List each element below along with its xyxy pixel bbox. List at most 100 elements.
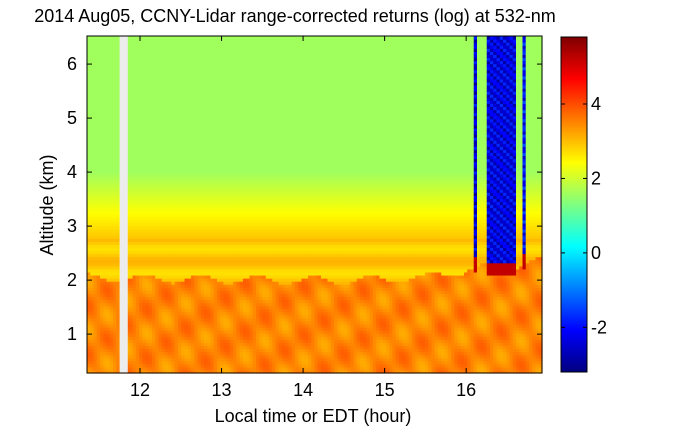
heatmap-cell [109, 81, 114, 86]
heatmap-cell [103, 271, 108, 276]
heatmap-cell [90, 91, 95, 95]
heatmap-cell [87, 229, 91, 233]
heatmap-cell [87, 256, 91, 261]
heatmap-cell [93, 330, 98, 334]
heatmap-cell [96, 308, 101, 313]
heatmap-cell [100, 134, 104, 138]
heatmap-cell [93, 354, 98, 359]
heatmap-cell [103, 281, 108, 285]
heatmap-cell [100, 176, 104, 181]
heatmap-cell [106, 170, 111, 175]
heatmap-cell [87, 354, 91, 359]
heatmap-cell [87, 75, 91, 80]
heatmap-cell [106, 51, 111, 55]
heatmap-cell [96, 60, 101, 65]
heatmap-cell [109, 69, 114, 74]
heatmap-cell [100, 287, 104, 291]
heatmap-cell [109, 100, 114, 104]
heatmap-cell [109, 204, 114, 209]
heatmap-cell [106, 229, 111, 233]
heatmap-cell [96, 57, 101, 62]
heatmap-cell [93, 317, 98, 322]
heatmap-cell [103, 127, 108, 132]
heatmap-cell [106, 158, 111, 163]
heatmap-cell [96, 198, 101, 203]
heatmap-cell [96, 357, 101, 362]
heatmap-cell [103, 207, 108, 212]
heatmap-cell [109, 219, 114, 224]
heatmap-cell [106, 336, 111, 340]
heatmap-cell [87, 173, 91, 178]
heatmap-cell [100, 311, 104, 316]
heatmap-cell [87, 262, 91, 267]
heatmap-cell [103, 91, 108, 95]
heatmap-cell [87, 140, 91, 144]
heatmap-cell [90, 57, 95, 62]
heatmap-cell [87, 158, 91, 163]
heatmap-cell [93, 158, 98, 163]
heatmap-cell [103, 225, 108, 230]
heatmap-cell [100, 63, 104, 68]
heatmap-cell [100, 222, 104, 227]
heatmap-cell [87, 201, 91, 206]
heatmap-cell [93, 176, 98, 181]
heatmap-cell [103, 317, 108, 322]
heatmap-cell [93, 333, 98, 337]
heatmap-cell [100, 244, 104, 248]
heatmap-cell [100, 94, 104, 98]
heatmap-cell [109, 85, 114, 89]
heatmap-cell [96, 201, 101, 206]
heatmap-cell [100, 158, 104, 163]
heatmap-cell [100, 299, 104, 304]
heatmap-cell [103, 302, 108, 307]
heatmap-cell [100, 88, 104, 92]
heatmap-cell [103, 198, 108, 203]
heatmap-cell [90, 130, 95, 135]
heatmap-cell [109, 216, 114, 221]
heatmap-cell [109, 305, 114, 310]
heatmap-cell [109, 146, 114, 150]
heatmap-cell [109, 232, 114, 236]
heatmap-cell [90, 167, 95, 172]
heatmap-cell [106, 265, 111, 270]
heatmap-cell [106, 176, 111, 181]
heatmap-cell [93, 262, 98, 267]
heatmap-cell [90, 85, 95, 89]
heatmap-cell [103, 161, 108, 166]
heatmap-cell [103, 45, 108, 49]
heatmap-cell [106, 66, 111, 71]
heatmap-cell [100, 235, 104, 239]
heatmap-cell [109, 176, 114, 181]
heatmap-cell [100, 281, 104, 285]
heatmap-cell [106, 354, 111, 359]
heatmap-cell [87, 124, 91, 129]
heatmap-cell [109, 195, 114, 199]
heatmap-cell [109, 97, 114, 101]
heatmap-cell [93, 232, 98, 236]
heatmap-cell [96, 124, 101, 129]
heatmap-cell [100, 348, 104, 353]
heatmap-cell [100, 54, 104, 59]
heatmap-cell [96, 94, 101, 98]
heatmap-cell [93, 287, 98, 291]
heatmap-cell [90, 75, 95, 80]
heatmap-cell [90, 103, 95, 108]
heatmap-cell [87, 51, 91, 55]
heatmap-cell [87, 345, 91, 350]
heatmap-cell [87, 109, 91, 114]
heatmap-cell [96, 161, 101, 166]
heatmap-cell [103, 342, 108, 347]
heatmap-cell [106, 130, 111, 135]
heatmap-cell [106, 143, 111, 147]
heatmap-cell [90, 296, 95, 301]
heatmap-cell [109, 186, 114, 190]
heatmap-cell [103, 232, 108, 236]
heatmap-cell [106, 173, 111, 178]
heatmap-cell [100, 112, 104, 117]
heatmap-cell [96, 91, 101, 95]
heatmap-cell [87, 106, 91, 111]
heatmap-cell [100, 69, 104, 74]
heatmap-cell [103, 296, 108, 301]
heatmap-cell [87, 130, 91, 135]
heatmap-cell [90, 333, 95, 337]
